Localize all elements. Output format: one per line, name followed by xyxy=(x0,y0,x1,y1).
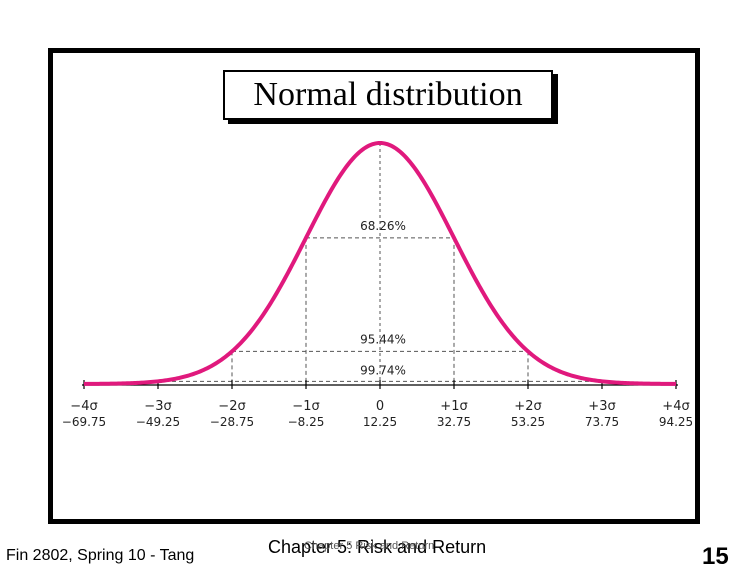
value-tick-label: 94.25 xyxy=(659,415,693,429)
slide-title: Normal distribution xyxy=(223,70,553,120)
band-lines xyxy=(157,143,603,384)
value-tick-label: 12.25 xyxy=(363,415,397,429)
tick-labels: −4σ−69.75 −3σ−49.25 −2σ−28.75 −1σ−8.25 012.2… xyxy=(62,399,693,429)
band-label: 68.26% xyxy=(360,219,406,233)
chapter-title-overlay: Chapter 5 Risk and Return xyxy=(304,540,435,552)
sigma-tick-label: −3σ xyxy=(144,399,171,414)
value-tick-label: −8.25 xyxy=(288,415,325,429)
band-label: 99.74% xyxy=(360,363,406,377)
sigma-tick-label: +2σ xyxy=(514,399,541,414)
band-labels: 68.26% 95.44% 99.74% xyxy=(360,219,406,377)
value-tick-label: 32.75 xyxy=(437,415,471,429)
sigma-tick-label: +4σ xyxy=(662,399,689,414)
chapter-title: Chapter 5: Risk and Return xyxy=(268,537,487,557)
sigma-tick-label: 0 xyxy=(376,399,384,414)
band-label: 95.44% xyxy=(360,332,406,346)
sigma-tick-label: −1σ xyxy=(292,399,319,414)
sigma-tick-label: −2σ xyxy=(218,399,245,414)
chapter-label: Chapter 5: Risk and Return Chapter 5 Ris… xyxy=(268,537,486,558)
value-tick-label: 53.25 xyxy=(511,415,545,429)
value-tick-label: −28.75 xyxy=(210,415,254,429)
value-tick-label: 73.75 xyxy=(585,415,619,429)
course-label: Fin 2802, Spring 10 - Tang xyxy=(6,547,195,564)
value-tick-label: −69.75 xyxy=(62,415,106,429)
page-number: 15 xyxy=(702,543,729,570)
sigma-tick-label: +1σ xyxy=(440,399,467,414)
sigma-tick-label: −4σ xyxy=(70,399,97,414)
slide-frame xyxy=(48,48,700,524)
sigma-tick-label: +3σ xyxy=(588,399,615,414)
value-tick-label: −49.25 xyxy=(136,415,180,429)
bell-curve xyxy=(83,140,677,386)
